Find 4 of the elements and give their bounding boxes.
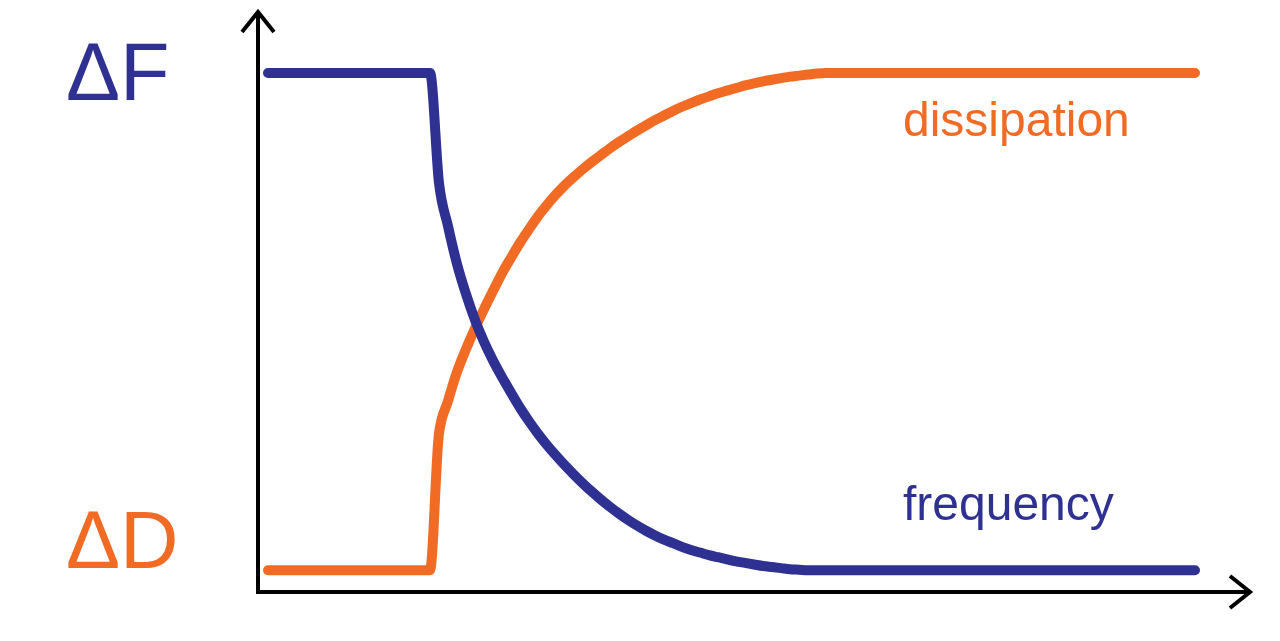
text: ΔF	[66, 27, 170, 117]
series-label: dissipation	[902, 93, 1130, 146]
text: ΔD	[66, 495, 179, 586]
series-label: frequency	[902, 477, 1114, 531]
